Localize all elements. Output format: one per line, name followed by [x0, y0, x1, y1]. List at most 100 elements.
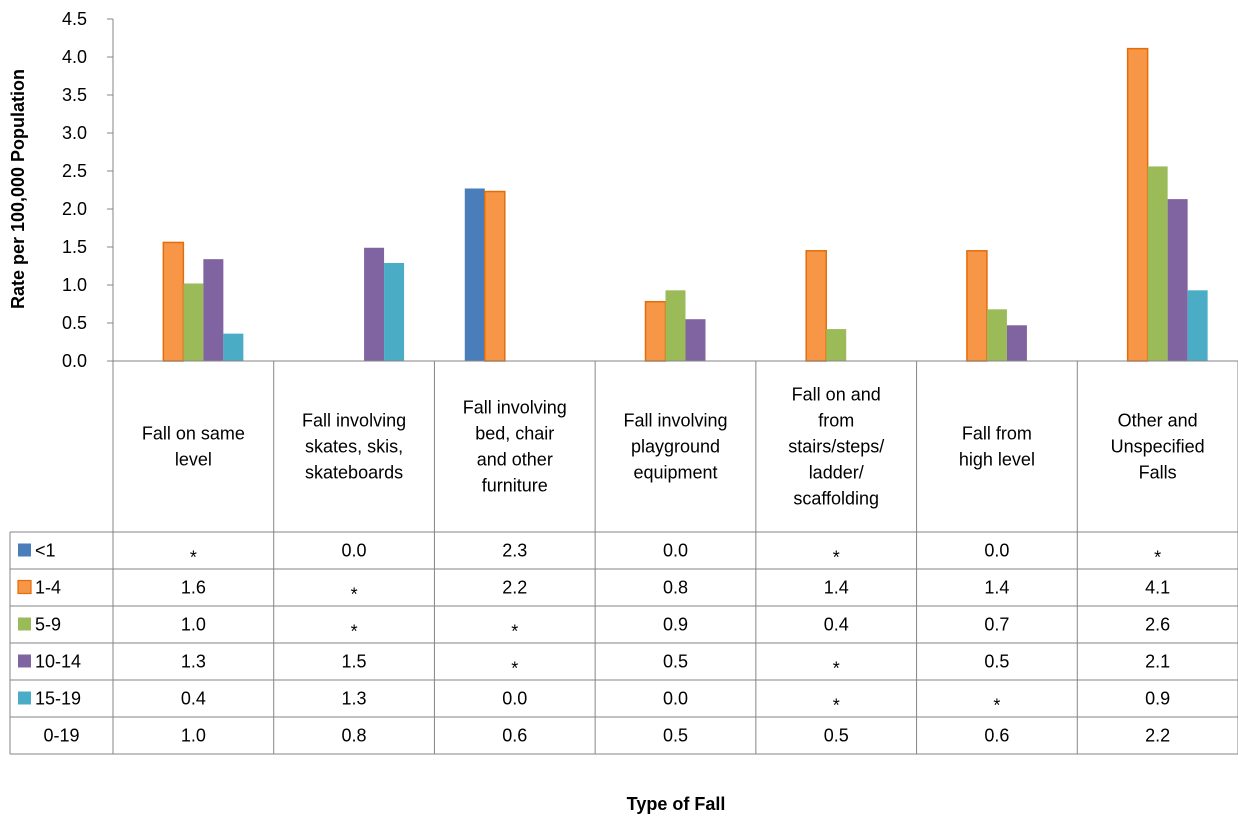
legend-label: 0-19: [43, 726, 79, 746]
bar: [805, 250, 827, 362]
table-cell: 2.2: [1145, 726, 1170, 746]
bar: [665, 290, 686, 361]
bar: [183, 283, 204, 361]
table-cell: 0.6: [984, 726, 1009, 746]
bars: [162, 47, 1208, 362]
bar: [1147, 166, 1168, 361]
bar: [826, 329, 847, 361]
table-cell: *: [511, 622, 518, 642]
table-cell: 0.5: [663, 726, 688, 746]
bar: [1006, 325, 1027, 361]
table-cell: 0.7: [984, 615, 1009, 635]
data-table: Fall on same level Fall involving skates, s…: [9, 360, 1238, 755]
table-cell: 0.0: [663, 689, 688, 709]
table-cell: 1.3: [342, 689, 367, 709]
category-label: Other and: [1118, 411, 1198, 431]
bar: [986, 309, 1007, 361]
bar: [464, 188, 485, 361]
bar: [484, 190, 506, 362]
category-label: Fall involving: [302, 411, 406, 431]
bar: [966, 250, 988, 362]
category-label: Fall involving: [463, 398, 567, 418]
legend-label: <1: [35, 541, 56, 561]
table-cell: 0.4: [824, 615, 849, 635]
table-cell: *: [351, 585, 358, 605]
bar: [1167, 199, 1188, 361]
table-cell: 1.0: [181, 615, 206, 635]
category-label: Falls: [1139, 463, 1177, 483]
table-cell: 1.0: [181, 726, 206, 746]
x-axis-label: Type of Fall: [627, 794, 726, 814]
category-label: and other: [477, 450, 553, 470]
table-cell: 4.1: [1145, 578, 1170, 598]
table-cell: *: [511, 659, 518, 679]
category-label: Unspecified: [1111, 437, 1205, 457]
table-cell: 0.5: [824, 726, 849, 746]
table-cell: 2.3: [502, 541, 527, 561]
table-cell: 0.9: [1145, 689, 1170, 709]
table-cell: 2.1: [1145, 652, 1170, 672]
bar: [1187, 290, 1208, 361]
legend-key: [18, 543, 31, 557]
table-cell: *: [833, 696, 840, 716]
y-tick-label: 1.5: [62, 237, 87, 257]
category-label: scaffolding: [793, 489, 879, 509]
table-cell: 1.5: [342, 652, 367, 672]
category-label: high level: [959, 450, 1035, 470]
table-cell: 1.6: [181, 578, 206, 598]
category-label: Fall from: [962, 424, 1032, 444]
legend-label: 15-19: [35, 689, 81, 709]
legend-label: 1-4: [35, 578, 61, 598]
y-tick-label: 2.0: [62, 199, 87, 219]
category-label: Fall on same: [142, 424, 245, 444]
legend-key: [17, 579, 32, 595]
legend-key: [18, 654, 31, 668]
table-cell: *: [1154, 548, 1161, 568]
table-cell: *: [833, 548, 840, 568]
y-tick-label: 1.0: [62, 275, 87, 295]
y-tick-label: 0.5: [62, 313, 87, 333]
legend-key: [18, 617, 31, 631]
legend-label: 5-9: [35, 615, 61, 635]
bar: [384, 262, 405, 361]
table-cell: 2.6: [1145, 615, 1170, 635]
category-label: ladder/: [809, 463, 864, 483]
category-label: Fall on and: [792, 385, 881, 405]
category-label: furniture: [482, 476, 548, 496]
table-cell: *: [833, 659, 840, 679]
category-label: equipment: [633, 463, 717, 483]
table-cell: 0.8: [663, 578, 688, 598]
bar: [203, 259, 224, 361]
table-cell: 0.0: [663, 541, 688, 561]
table-cell: 1.4: [824, 578, 849, 598]
category-label: stairs/steps/: [788, 437, 884, 457]
table-cell: 0.9: [663, 615, 688, 635]
legend-label: 10-14: [35, 652, 81, 672]
table-cell: 1.3: [181, 652, 206, 672]
table-cell: 0.0: [342, 541, 367, 561]
category-label: playground: [631, 437, 720, 457]
y-tick-label: 3.0: [62, 123, 87, 143]
table-cell: 0.8: [342, 726, 367, 746]
y-axis: 0.0 0.5 1.0 1.5 2.0 2.5 3.0 3.5 4.0 4.5: [62, 9, 114, 371]
table-cell: 0.5: [984, 652, 1009, 672]
table-cell: 0.0: [984, 541, 1009, 561]
table-cell: *: [993, 696, 1000, 716]
table-cell: 0.0: [502, 689, 527, 709]
table-cell: 1.4: [984, 578, 1009, 598]
y-tick-label: 2.5: [62, 161, 87, 181]
table-cell: 0.6: [502, 726, 527, 746]
category-label: level: [175, 450, 212, 470]
bar: [223, 333, 244, 361]
bar: [1126, 47, 1149, 362]
table-cell: 0.4: [181, 689, 206, 709]
table-cell: *: [190, 548, 197, 568]
category-label: skates, skis,: [305, 437, 403, 457]
y-tick-label: 4.0: [62, 47, 87, 67]
category-label: bed, chair: [475, 424, 554, 444]
table-cell: 0.5: [663, 652, 688, 672]
bar: [364, 247, 385, 361]
y-tick-label: 3.5: [62, 85, 87, 105]
y-tick-label: 0.0: [62, 351, 87, 371]
legend-key: [18, 691, 31, 705]
